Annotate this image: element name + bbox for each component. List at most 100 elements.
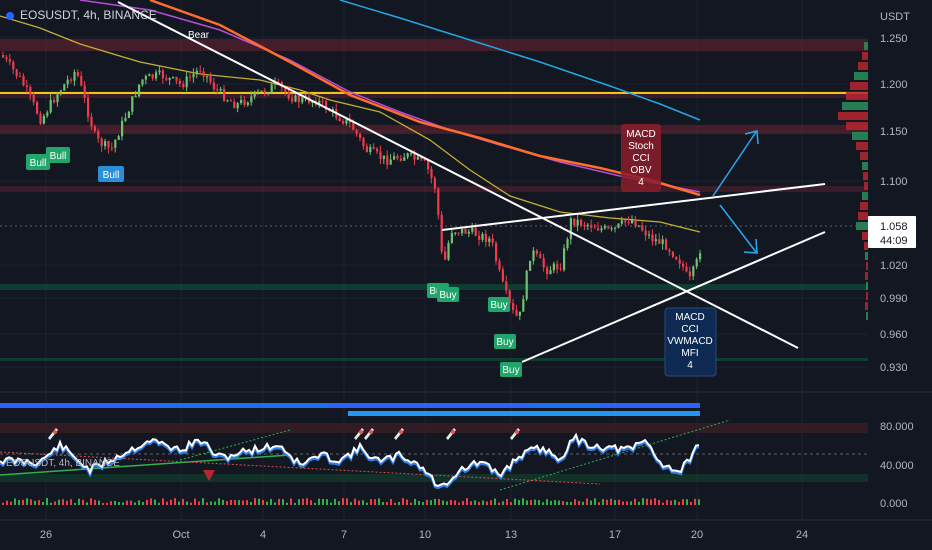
candle-body <box>444 251 447 260</box>
candle-body <box>603 226 606 229</box>
oscillator-bar <box>30 499 32 505</box>
oscillator-bar <box>382 501 384 505</box>
price-axis[interactable]: USDT 1.250 1.200 1.150 1.100 1.020 0.990… <box>868 0 932 520</box>
volume-profile-bar <box>864 42 868 50</box>
candle-body <box>206 76 209 78</box>
volume-profile-bar <box>862 232 868 240</box>
candle-body <box>682 263 685 267</box>
svg-text:Buy: Buy <box>496 337 513 348</box>
zone-resistance-near <box>0 186 868 192</box>
buy-label-3: Buy <box>488 297 510 312</box>
price-tick: 0.990 <box>880 293 908 305</box>
price-tick: 1.100 <box>880 176 908 188</box>
candle-body <box>236 103 239 109</box>
candle-body <box>614 227 617 229</box>
candle-body <box>219 88 222 91</box>
candle-body <box>457 232 460 234</box>
svg-text:CCI: CCI <box>681 324 698 335</box>
candle-body <box>488 238 491 242</box>
candle-body <box>634 219 637 227</box>
oscillator-bar <box>114 500 116 505</box>
oscillator-bar <box>362 500 364 505</box>
candle-body <box>590 224 593 228</box>
price-tick: 1.150 <box>880 126 908 138</box>
candle-body <box>267 92 270 94</box>
oscillator-bar <box>218 498 220 505</box>
svg-text:Stoch: Stoch <box>628 141 654 152</box>
oscillator-bar <box>326 499 328 505</box>
oscillator-bar <box>254 498 256 505</box>
candle-body <box>559 268 562 270</box>
candle-body <box>668 249 671 252</box>
candle-body <box>532 250 535 261</box>
ema-blue-line <box>339 0 701 121</box>
candle-body <box>29 87 32 95</box>
candle-body <box>624 220 627 223</box>
oscillator-bar <box>410 502 412 505</box>
candle-body <box>569 218 572 240</box>
oscillator-bar <box>142 502 144 505</box>
candle-body <box>437 188 440 215</box>
oscillator-bar <box>262 499 264 505</box>
candle-body <box>342 121 345 124</box>
time-axis[interactable]: 26 Oct 4 7 10 13 17 20 24 <box>0 519 932 541</box>
candle-body <box>168 77 171 80</box>
oscillator-bar <box>582 501 584 505</box>
candle-body <box>481 233 484 240</box>
trend-bar-2 <box>348 411 700 416</box>
oscillator-bar <box>634 498 636 505</box>
oscillator-bar <box>502 501 504 505</box>
oscillator-bar <box>14 498 16 505</box>
oscillator-bar <box>398 501 400 505</box>
candle-body <box>121 120 124 137</box>
lower-wedge-line <box>521 231 826 363</box>
svg-text:USDT: USDT <box>880 11 910 23</box>
candle-body <box>8 59 11 62</box>
candle-body <box>158 70 161 73</box>
candle-body <box>277 81 280 83</box>
candle-body <box>5 57 8 60</box>
oscillator-bar <box>438 499 440 505</box>
oscillator-bar <box>86 502 88 505</box>
oscillator-bar <box>550 500 552 505</box>
oscillator-bar <box>478 501 480 505</box>
candle-body <box>355 129 358 134</box>
candle-body <box>685 266 688 272</box>
oscillator-bar <box>462 500 464 505</box>
oscillator-bar <box>494 498 496 505</box>
osc-trendline-green <box>0 454 291 476</box>
candle-body <box>325 101 328 110</box>
oscillator-bar <box>522 498 524 505</box>
candle-body <box>223 88 226 101</box>
oscillator-bar <box>314 502 316 505</box>
candle-body <box>15 69 18 77</box>
svg-text:Bull: Bull <box>30 158 47 169</box>
oscillator-bar <box>530 500 532 505</box>
candle-body <box>386 155 389 165</box>
oscillator-bar <box>210 501 212 505</box>
oscillator-bar <box>34 500 36 505</box>
candle-body <box>114 139 117 148</box>
oscillator-bar <box>166 501 168 505</box>
oscillator-bar <box>238 500 240 505</box>
svg-text:MFI: MFI <box>681 348 698 359</box>
candle-body <box>406 153 409 158</box>
signal-labels: Bear Bull Bull Bull Buy Buy Buy Buy <box>26 30 717 377</box>
candle-body <box>665 239 668 250</box>
candle-body <box>32 94 35 103</box>
candle-body <box>535 250 538 254</box>
symbol-header[interactable]: EOSUSDT, 4h, BINANCE <box>6 8 157 22</box>
volume-profile-bar <box>866 312 868 320</box>
candle-body <box>87 97 90 117</box>
oscillator-bar <box>82 499 84 505</box>
candle-body <box>172 76 175 78</box>
oscillator-bar <box>542 502 544 505</box>
oscillator-bar <box>434 498 436 505</box>
candle-body <box>525 270 528 300</box>
bull-label-3: Bull <box>98 166 124 182</box>
time-tick: 13 <box>505 529 517 541</box>
oscillator-bar <box>406 499 408 505</box>
buy-label-4: Buy <box>494 334 516 349</box>
candle-body <box>144 76 147 80</box>
